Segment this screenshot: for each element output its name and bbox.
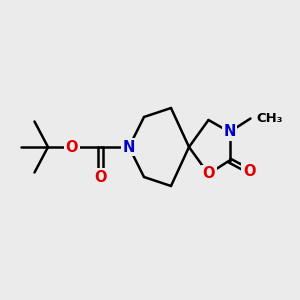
Text: O: O [94, 169, 107, 184]
Text: CH₃: CH₃ [256, 112, 282, 125]
Text: N: N [223, 124, 236, 140]
Text: O: O [66, 140, 78, 154]
Text: O: O [243, 164, 255, 178]
Text: N: N [123, 140, 135, 154]
Text: O: O [202, 167, 215, 182]
